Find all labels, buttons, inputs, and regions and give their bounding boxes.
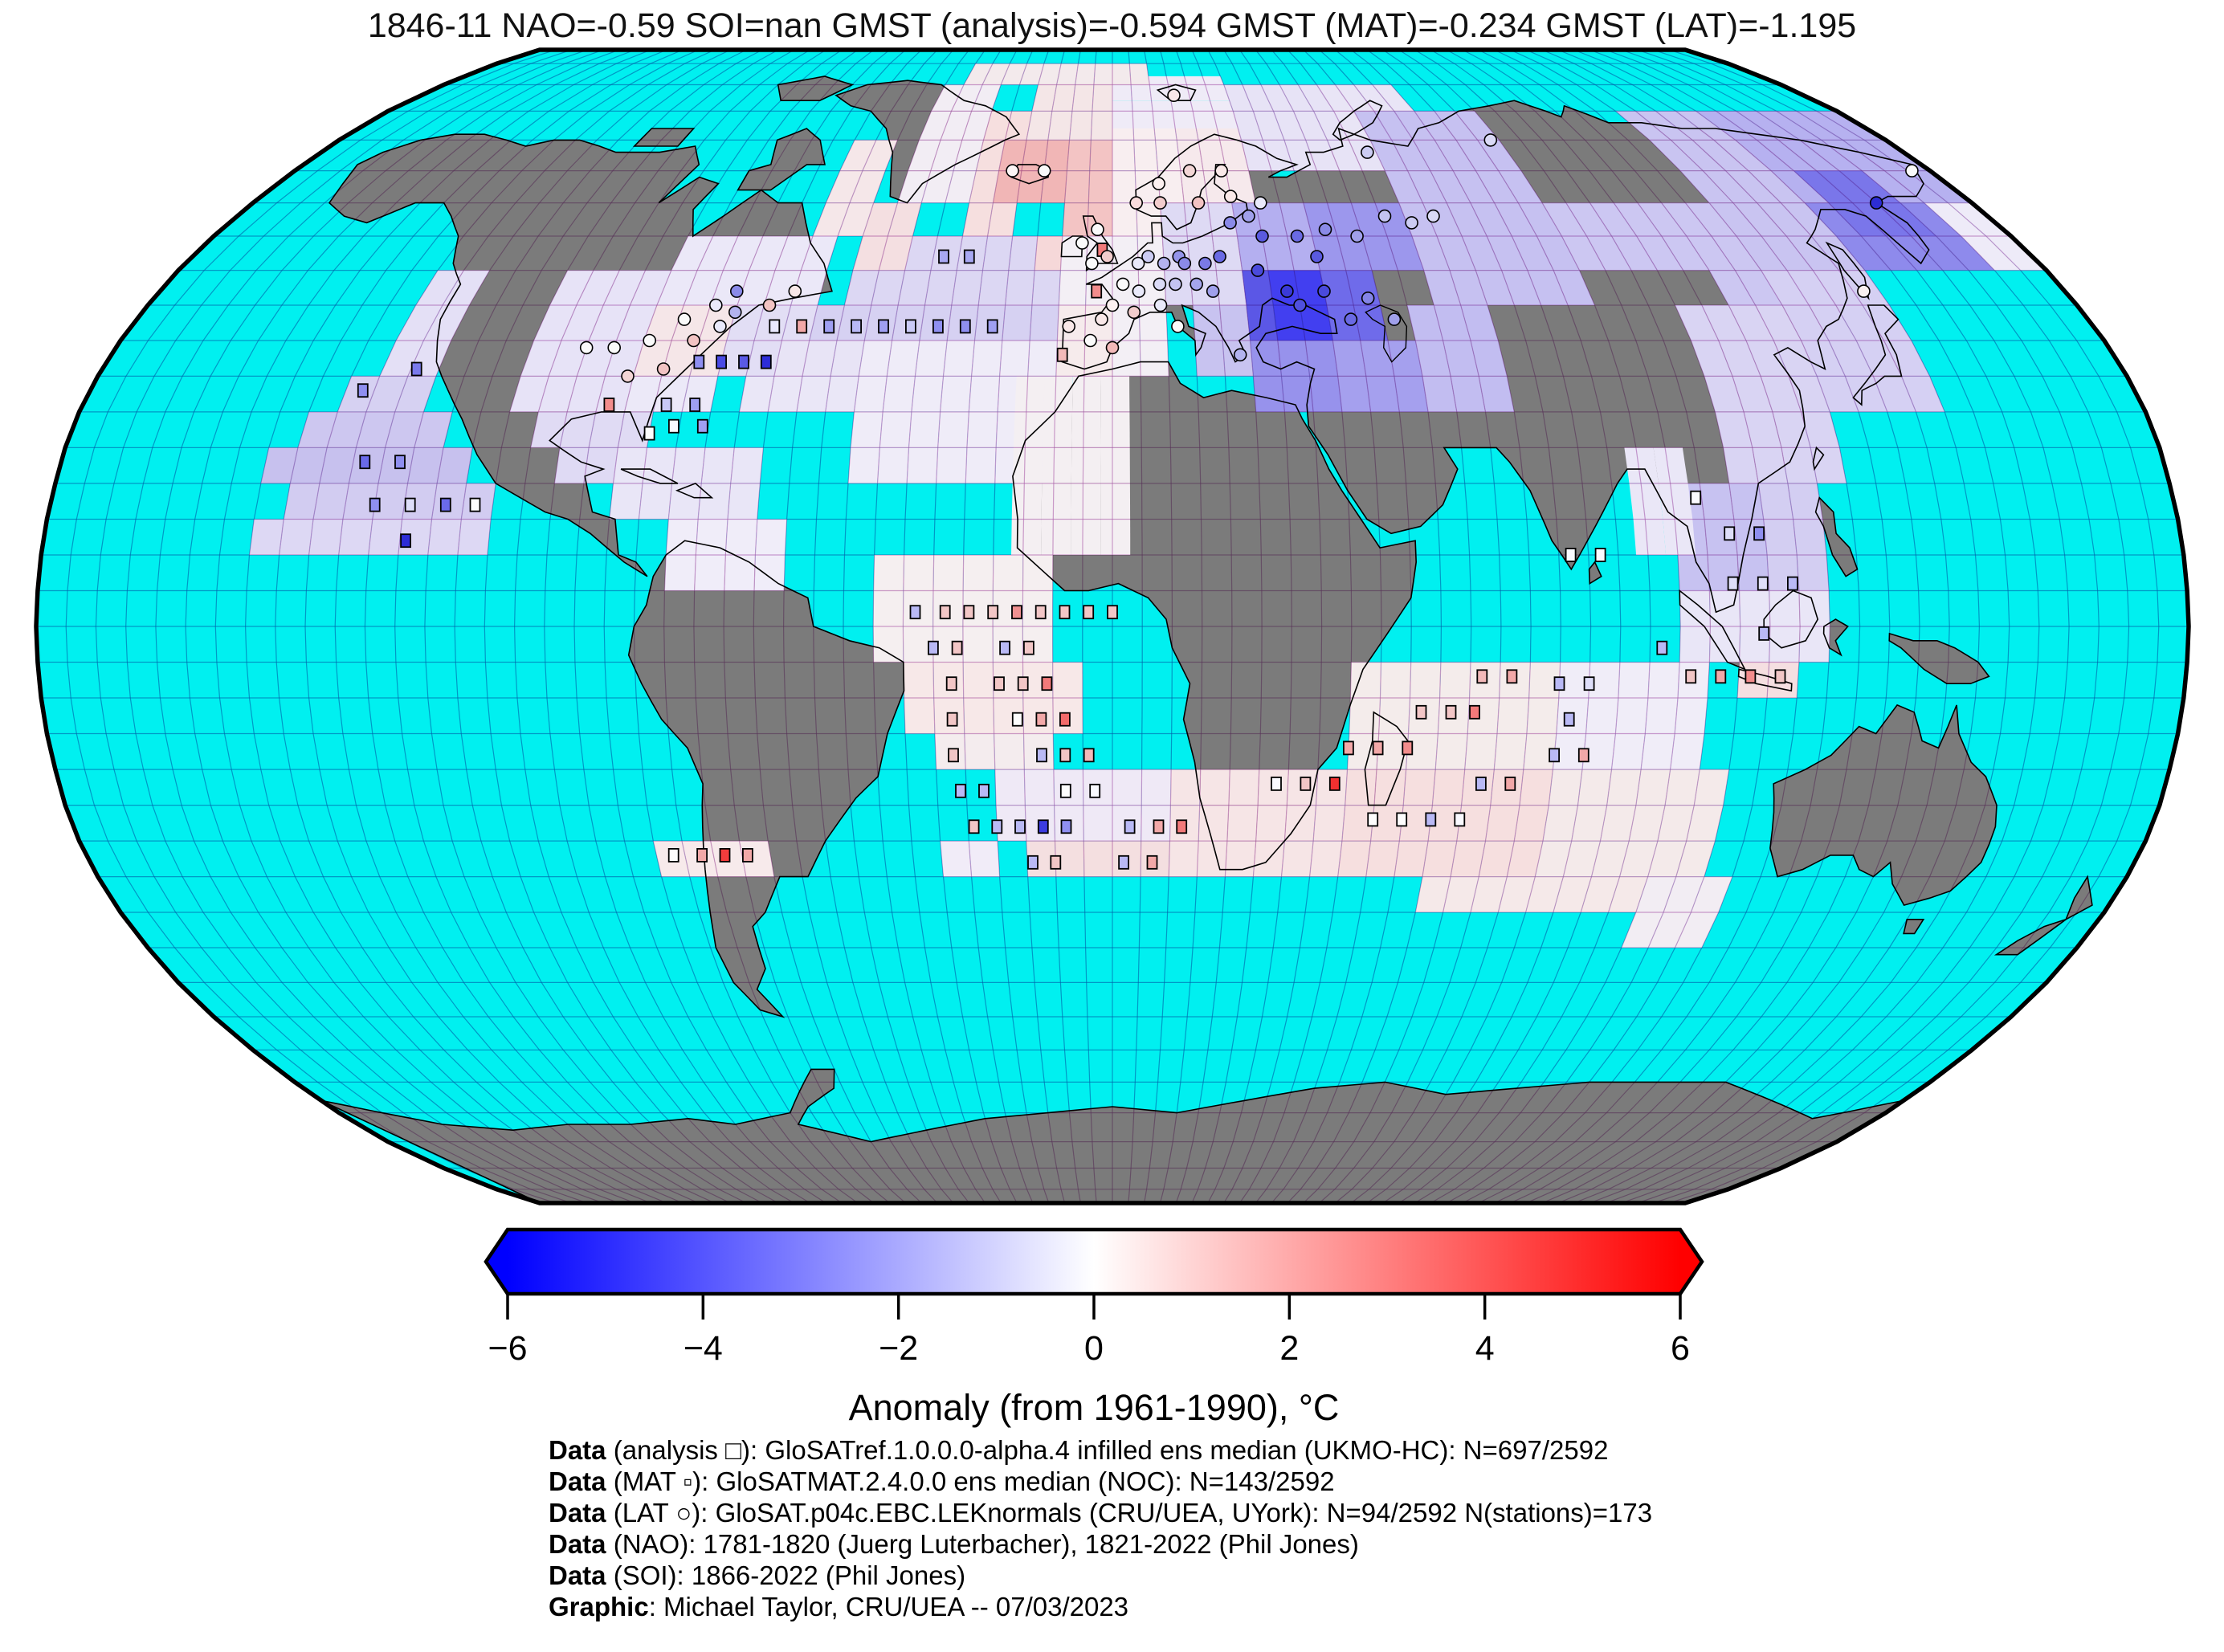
colorbar-tick-label: 6: [1671, 1329, 1690, 1368]
footer-line-graphic: Graphic: Michael Taylor, CRU/UEA -- 07/0…: [549, 1591, 1652, 1622]
footer-bold: Graphic: [549, 1592, 649, 1621]
footer-bold: Data: [549, 1466, 606, 1496]
colorbar-tick-label: 2: [1279, 1329, 1299, 1368]
footer-bold: Data: [549, 1498, 606, 1528]
footer-bold: Data: [549, 1529, 606, 1559]
map-station-markers: [357, 88, 1919, 870]
footer-text: (MAT ▫): GloSATMAT.2.4.0.0 ens median (N…: [606, 1466, 1335, 1496]
colorbar-tick-label: 4: [1475, 1329, 1495, 1368]
footer-text: (LAT ○): GloSAT.p04c.EBC.LEKnormals (CRU…: [606, 1498, 1653, 1528]
colorbar-tick-label: −4: [684, 1329, 723, 1368]
footer-text: (SOI): 1866-2022 (Phil Jones): [606, 1560, 966, 1590]
page-title: 1846-11 NAO=-0.59 SOI=nan GMST (analysis…: [367, 6, 1857, 45]
footer-text: (analysis □): GloSATref.1.0.0.0-alpha.4 …: [606, 1435, 1609, 1465]
colorbar-tick-label: −6: [488, 1329, 527, 1368]
colorbar-label: Anomaly (from 1961-1990), °C: [849, 1387, 1340, 1428]
footer-line-nao: Data (NAO): 1781-1820 (Juerg Luterbacher…: [549, 1528, 1652, 1560]
footer-text: : Michael Taylor, CRU/UEA -- 07/03/2023: [648, 1592, 1129, 1621]
colorbar-tick-label: 0: [1084, 1329, 1104, 1368]
footer-line-mat: Data (MAT ▫): GloSATMAT.2.4.0.0 ens medi…: [549, 1466, 1652, 1497]
footer-bold: Data: [549, 1560, 606, 1590]
footer-bold: Data: [549, 1435, 606, 1465]
footer-text: (NAO): 1781-1820 (Juerg Luterbacher), 18…: [606, 1529, 1359, 1559]
colorbar-tick-label: −2: [879, 1329, 918, 1368]
footer-line-analysis: Data (analysis □): GloSATref.1.0.0.0-alp…: [549, 1434, 1652, 1466]
map-frame: [34, 47, 2191, 1205]
footer-line-soi: Data (SOI): 1866-2022 (Phil Jones): [549, 1560, 1652, 1591]
figure-footer: Data (analysis □): GloSATref.1.0.0.0-alp…: [549, 1434, 1652, 1622]
footer-line-lat: Data (LAT ○): GloSAT.p04c.EBC.LEKnormals…: [549, 1497, 1652, 1528]
map-graticule: [35, 49, 2189, 1204]
colorbar: −6 −4 −2 0 2 4 6: [484, 1227, 1704, 1368]
